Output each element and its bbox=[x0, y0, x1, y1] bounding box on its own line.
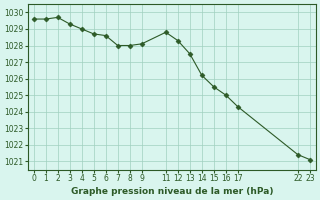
X-axis label: Graphe pression niveau de la mer (hPa): Graphe pression niveau de la mer (hPa) bbox=[70, 187, 273, 196]
